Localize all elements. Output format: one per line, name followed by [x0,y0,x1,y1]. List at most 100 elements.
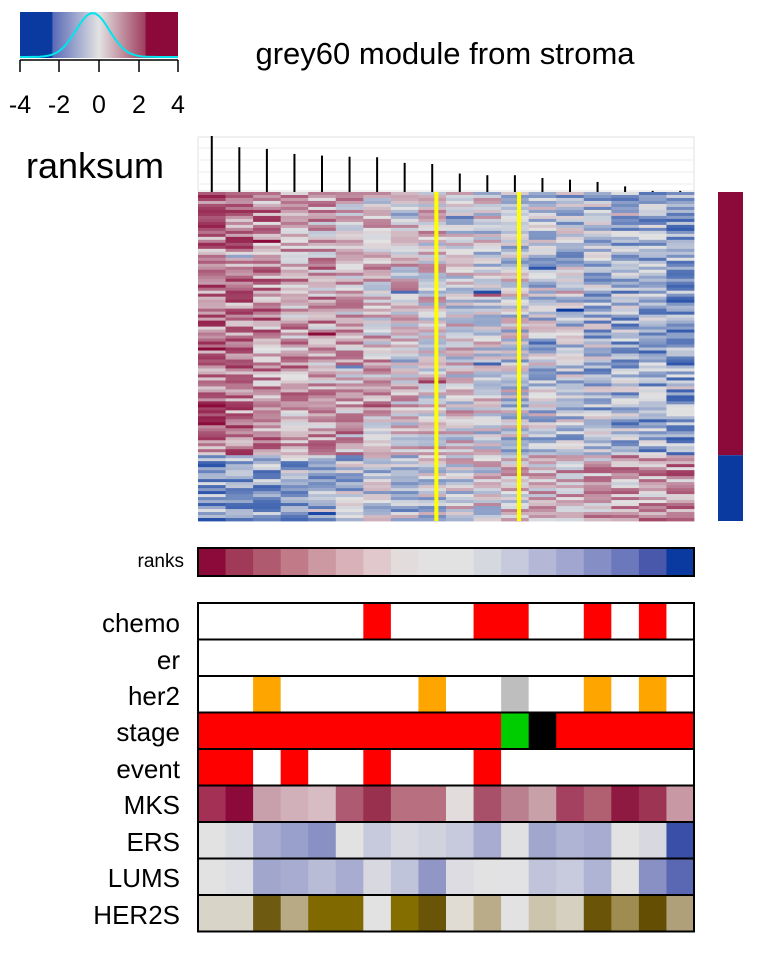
heatmap-cell [363,341,392,345]
track-cell-ers [638,822,667,859]
heatmap-cell [390,425,419,429]
heatmap-cell [280,275,309,280]
colorbar-tick-label: 2 [132,91,146,119]
heatmap-cell [446,257,474,262]
heatmap-cell [225,428,254,432]
track-cell-chemo [280,603,309,640]
heatmap-cell [528,230,557,235]
heatmap-cell [473,266,502,271]
heatmap-cell [280,425,309,429]
heatmap-cell [446,254,474,259]
heatmap-cell [225,425,254,429]
heatmap-cell [390,314,419,319]
heatmap-cell [335,269,364,274]
heatmap-cell [363,422,392,426]
heatmap-cell [225,227,254,232]
heatmap-cell [390,446,419,450]
heatmap-cell [611,329,640,333]
heatmap-cell [198,491,226,495]
heatmap-cell [280,452,309,456]
heatmap-cell [280,251,309,256]
heatmap-cell [583,317,612,322]
heatmap-cell [308,341,337,345]
heatmap-cell [253,296,282,301]
heatmap-cell [390,203,419,208]
heatmap-cell [611,278,640,283]
heatmap-cell [198,419,226,423]
heatmap-cell [390,512,419,516]
heatmap-cell [363,317,392,322]
heatmap-cell [363,269,392,274]
heatmap-cell [473,233,502,238]
heatmap-cell [390,362,419,366]
heatmap-cell [446,251,474,256]
heatmap-cell [363,227,392,232]
track-cell-her2 [473,676,502,713]
heatmap-cell [335,449,364,453]
heatmap-cell [198,467,226,471]
heatmap-cell [611,194,640,199]
heatmap-cell [418,416,447,420]
track-cell-ers [556,822,585,859]
heatmap-cell [446,200,474,205]
heatmap-cell [583,197,612,202]
heatmap-cell [390,476,419,480]
heatmap-cell [666,251,695,256]
heatmap-cell [335,227,364,232]
heatmap-cell [225,398,254,402]
heatmap-cell [611,192,640,196]
heatmap-cell [666,416,695,420]
heatmap-cell [473,353,502,357]
heatmap-cell [198,365,226,369]
heatmap-cell [528,278,557,283]
ranks-cell [418,548,447,576]
heatmap-cell [583,449,612,453]
heatmap-cell [638,473,667,477]
heatmap-cell [611,251,640,256]
heatmap-cell [638,479,667,483]
ranks-cell [611,548,640,576]
heatmap-cell [501,299,530,304]
heatmap-cell [198,272,226,277]
heatmap-cell [390,356,419,360]
heatmap-cell [335,464,364,468]
heatmap-cell [556,422,585,426]
heatmap-cell [363,368,392,372]
heatmap-cell [501,446,530,450]
heatmap-cell [308,236,337,241]
heatmap-cell [473,476,502,480]
heatmap-cell [418,458,447,462]
heatmap-cell [666,257,695,262]
heatmap-cell [363,515,392,519]
heatmap-cell [225,440,254,444]
heatmap-cell [446,326,474,330]
heatmap-cell [308,299,337,304]
track-cell-chemo [363,603,392,640]
heatmap-cell [390,452,419,456]
heatmap-cell [638,431,667,435]
heatmap-cell [638,341,667,345]
heatmap-cell [638,386,667,390]
heatmap-cell [308,467,337,471]
heatmap-cell [253,290,282,295]
heatmap-cell [556,494,585,498]
heatmap-cell [198,254,226,259]
heatmap-cell [225,452,254,456]
heatmap-cell [390,239,419,244]
heatmap-cell [308,416,337,420]
heatmap-cell [556,233,585,238]
heatmap-cell [335,266,364,271]
heatmap-cell [198,374,226,378]
track-cell-stage [363,712,392,749]
heatmap-cell [666,368,695,372]
heatmap-cell [418,200,447,205]
heatmap-cell [363,221,392,226]
heatmap-cell [501,482,530,486]
heatmap-cell [528,476,557,480]
heatmap-cell [363,410,392,414]
heatmap-cell [363,251,392,256]
heatmap-cell [280,192,309,196]
heatmap-cell [390,272,419,277]
heatmap-cell [335,320,364,324]
heatmap-cell [253,506,282,510]
